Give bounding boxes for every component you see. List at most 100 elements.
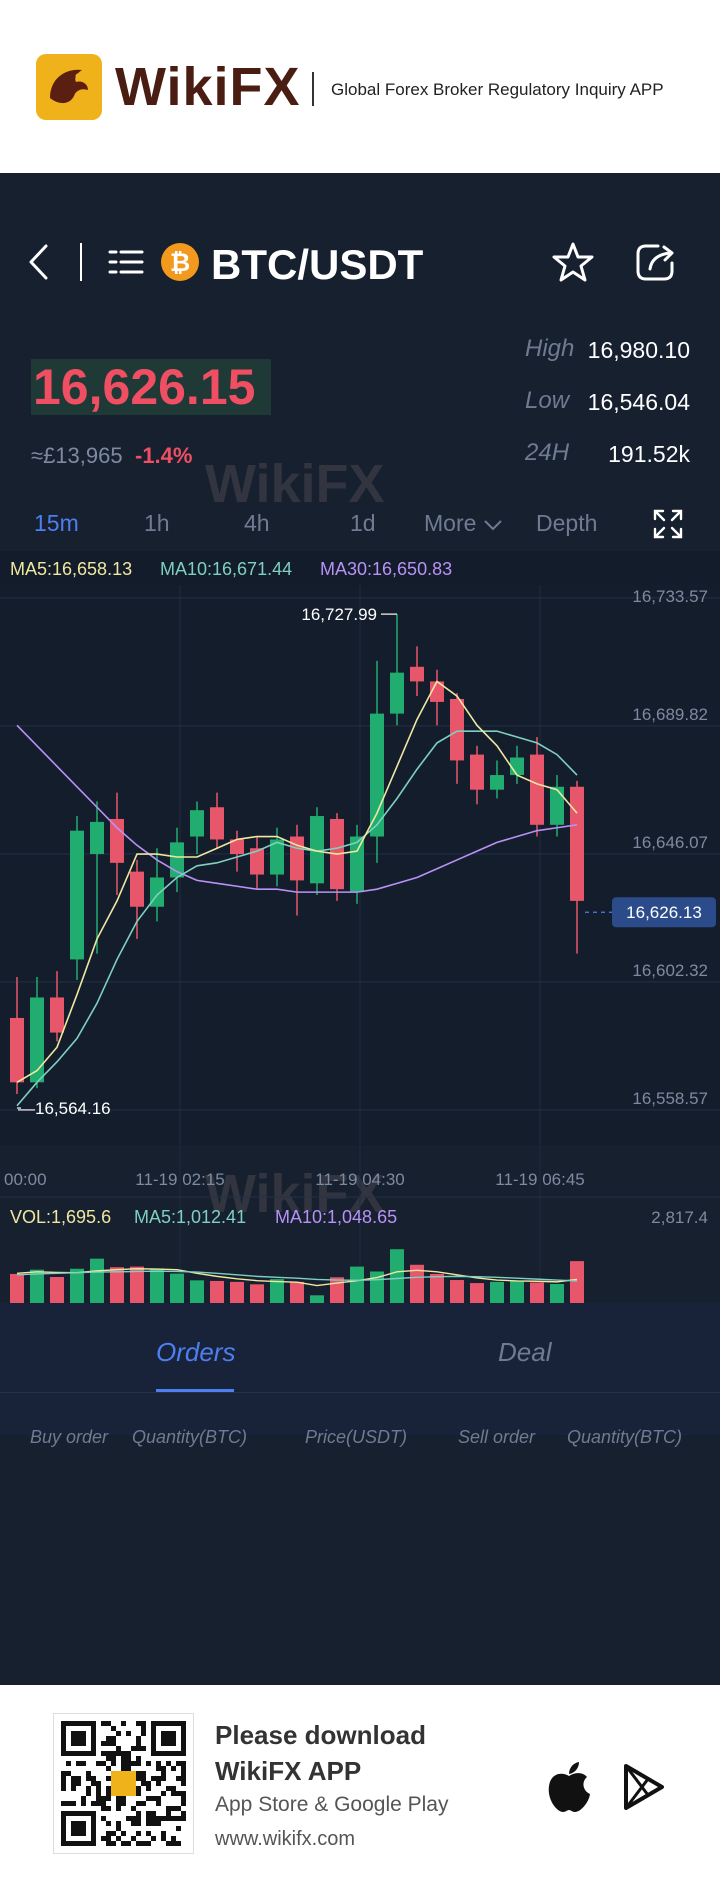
qr-module [176,1826,181,1831]
qr-module [111,1756,116,1761]
qr-module [116,1751,121,1756]
volume-bar [470,1283,484,1303]
candle [490,775,504,790]
qr-module [106,1796,111,1801]
nav-divider [80,243,82,281]
timeframe-1h[interactable]: 1h [144,510,170,536]
back-icon[interactable] [26,243,52,281]
volume-bar [190,1280,204,1303]
qr-module [116,1806,121,1811]
qr-module [136,1771,141,1776]
qr-module [166,1806,171,1811]
menu-list-icon[interactable] [108,247,144,277]
candle [450,698,464,761]
qr-module [136,1811,141,1816]
depth-tab[interactable]: Depth [536,510,598,536]
qr-module [101,1836,106,1841]
qr-module [116,1821,121,1826]
apple-icon[interactable] [545,1760,593,1814]
qr-module [151,1816,156,1821]
last-price: 16,626.15 [31,359,271,415]
volume-bar [490,1281,504,1303]
tab-divider [0,1392,720,1393]
qr-module [151,1811,156,1816]
qr-module [116,1746,121,1751]
volume-bar [250,1284,264,1303]
qr-module [81,1761,86,1766]
volume-bar [430,1273,444,1303]
qr-module [106,1736,111,1741]
qr-module [141,1801,146,1806]
website-url: www.wikifx.com [215,1828,356,1850]
google-play-icon[interactable] [622,1763,666,1811]
candlestick-chart[interactable]: 16,733.57 16,689.82 16,646.07 16,602.32 16,5… [0,585,720,1303]
qr-module [101,1751,106,1756]
qr-module [146,1796,151,1801]
star-icon[interactable] [552,241,594,283]
order-tabs: Orders Deal Buy order Quantity(BTC) Pric… [0,1303,720,1447]
download-line2: WikiFX APP [215,1756,362,1786]
qr-module [136,1786,141,1791]
volume-bar [570,1261,584,1303]
qr-module [146,1831,151,1836]
time-axis-label: 11-19 02:15 [135,1170,224,1189]
qr-module [171,1816,176,1821]
qr-module [176,1806,181,1811]
qr-module [176,1791,181,1796]
qr-module [66,1761,71,1766]
qr-module [66,1771,71,1776]
qr-module [101,1796,106,1801]
qr-module [171,1841,176,1846]
time-axis-label: 11-19 06:45 [495,1170,584,1189]
qr-module [181,1811,186,1816]
store-text: App Store & Google Play [215,1793,449,1816]
qr-module [146,1781,151,1786]
wikifx-logo-text: WikiFX [115,57,301,117]
pair-title[interactable]: BTC/USDT [211,241,424,288]
qr-module [81,1801,86,1806]
qr-module [61,1786,66,1791]
candle [210,807,224,840]
current-price-tag [612,897,716,928]
change-percent: -1.4% [135,443,193,468]
time-axis-label: 00:00 [4,1170,47,1189]
qr-module [181,1816,186,1821]
volume-24h-label: 24H [525,439,570,466]
qr-module [161,1731,176,1746]
timeframe-more[interactable]: More [424,510,503,537]
volume-bar [110,1267,124,1303]
candle [350,836,364,893]
qr-module [106,1841,111,1846]
ma30-line [16,724,578,893]
share-icon[interactable] [634,241,678,283]
qr-module [101,1761,106,1766]
qr-module [111,1751,116,1756]
qr-module [141,1776,146,1781]
qr-module [141,1841,146,1846]
tab-orders[interactable]: Orders [156,1337,236,1367]
timeframe-1d[interactable]: 1d [350,510,376,536]
nav-bar: ₿ BTC/USDT [0,233,720,289]
qr-code [53,1713,194,1854]
tab-deal[interactable]: Deal [498,1337,552,1367]
volume-bar [230,1281,244,1303]
qr-module [106,1766,111,1771]
candle [230,839,244,855]
volume-bar [70,1268,84,1303]
qr-module [96,1796,101,1801]
qr-module [121,1831,126,1836]
candle [530,754,544,825]
fullscreen-icon[interactable] [652,508,684,540]
timeframe-15m[interactable]: 15m [34,510,79,536]
qr-module [126,1731,131,1736]
download-banner: Please download WikiFX APP App Store & G… [0,1685,720,1881]
qr-module [106,1741,111,1746]
candle [310,816,324,884]
qr-module [106,1836,111,1841]
qr-module [106,1831,111,1836]
volume-ma10-line [16,1270,578,1282]
timeframe-4h[interactable]: 4h [244,510,270,536]
qr-module [176,1841,181,1846]
qr-module [171,1806,176,1811]
banner-tagline: Global Forex Broker Regulatory Inquiry A… [331,80,664,99]
